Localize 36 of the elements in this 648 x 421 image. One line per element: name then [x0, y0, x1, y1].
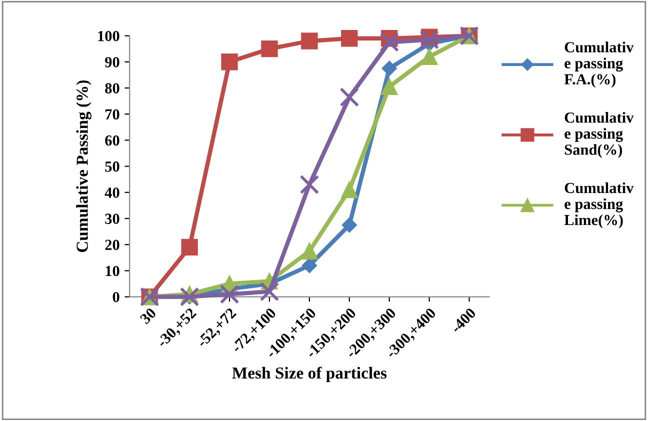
y-tick-label: 0: [112, 292, 120, 302]
point: [341, 181, 358, 198]
point: [302, 258, 317, 274]
point: [221, 54, 238, 70]
x-tick-label: -400: [450, 307, 476, 334]
y-tick-label: 70: [105, 109, 120, 120]
point: [181, 238, 198, 256]
y-axis-title: Cumulative Passing (%): [76, 80, 92, 252]
point: [381, 78, 398, 96]
y-tick-label: 20: [105, 240, 120, 250]
point: [341, 30, 358, 47]
y-tick-label: 50: [105, 161, 120, 172]
y-tick-label: 40: [104, 188, 120, 198]
point: [301, 242, 318, 260]
point: [380, 32, 400, 52]
point: [342, 217, 357, 233]
x-tick-label: 30: [139, 307, 157, 325]
point: [420, 30, 440, 50]
legend-label: Cumulativ e passing F.A.(%): [564, 42, 634, 88]
point: [300, 174, 320, 194]
point: [260, 282, 280, 302]
y-tick-label: 80: [105, 83, 120, 94]
point: [340, 87, 360, 107]
legend-label: Cumulativ e passing Sand(%): [564, 112, 634, 158]
y-tick-label: 100: [98, 30, 120, 42]
legend-label: Cumulativ e passing Lime(%): [564, 182, 634, 228]
point: [420, 48, 438, 65]
y-tick-label: 10: [106, 266, 120, 276]
point: [382, 60, 397, 76]
x-axis-title: Mesh Size of particles: [232, 366, 387, 382]
y-tick-label: 30: [105, 214, 120, 224]
point: [301, 32, 318, 50]
point: [261, 40, 278, 58]
y-tick-label: 60: [105, 135, 120, 146]
y-tick-label: 90: [105, 57, 120, 68]
point: [220, 284, 240, 304]
